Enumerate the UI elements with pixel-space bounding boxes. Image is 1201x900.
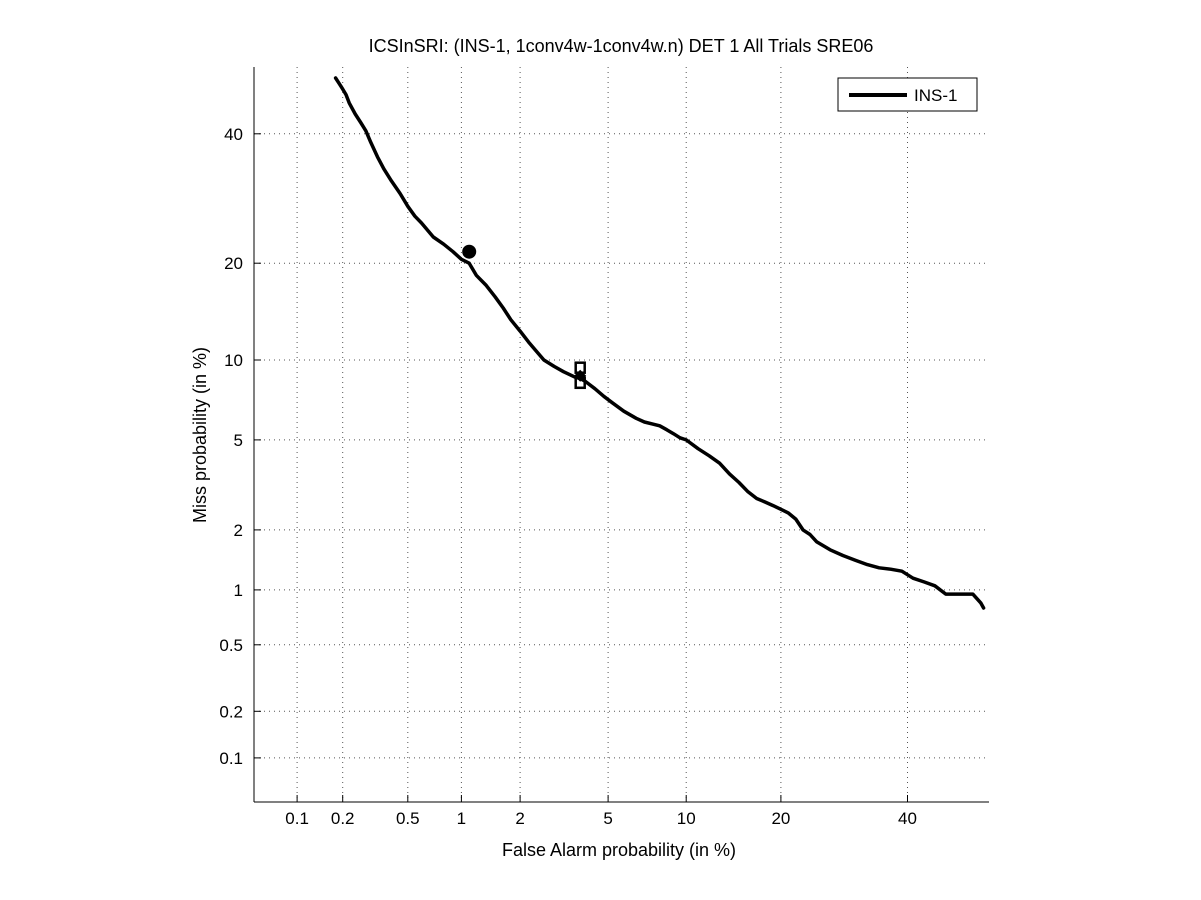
x-tick-labels: 0.1 0.2 0.5 1 2 5 10 20 40 — [285, 809, 917, 828]
x-tick-label: 0.2 — [331, 809, 355, 828]
axis-ticks — [254, 133, 908, 802]
x-tick-label: 2 — [515, 809, 524, 828]
y-tick-label: 1 — [234, 581, 243, 600]
legend-label: INS-1 — [914, 86, 957, 105]
y-tick-label: 5 — [234, 431, 243, 450]
y-tick-labels: 0.1 0.2 0.5 1 2 5 10 20 40 — [219, 125, 243, 768]
det-curves — [333, 76, 986, 610]
x-tick-label: 0.5 — [396, 809, 420, 828]
min-dcf-circle-marker — [462, 244, 477, 259]
x-tick-label: 1 — [457, 809, 466, 828]
x-tick-label: 0.1 — [285, 809, 309, 828]
y-tick-label: 40 — [224, 125, 243, 144]
y-tick-label: 2 — [234, 521, 243, 540]
eer-diamond-marker — [574, 369, 587, 382]
chart-title: ICSInSRI: (INS-1, 1conv4w-1conv4w.n) DET… — [369, 36, 874, 56]
y-tick-label: 10 — [224, 351, 243, 370]
y-tick-label: 0.5 — [219, 636, 243, 655]
y-tick-label: 0.1 — [219, 749, 243, 768]
x-tick-label: 40 — [898, 809, 917, 828]
legend: INS-1 — [837, 77, 978, 112]
x-tick-label: 10 — [677, 809, 696, 828]
y-axis-label: Miss probability (in %) — [190, 347, 210, 523]
operating-point-markers — [462, 244, 587, 390]
x-axis-label: False Alarm probability (in %) — [502, 840, 736, 860]
y-tick-label: 0.2 — [219, 702, 243, 721]
y-tick-label: 20 — [224, 254, 243, 273]
x-tick-label: 20 — [771, 809, 790, 828]
x-tick-label: 5 — [603, 809, 612, 828]
det-curve-ins-1 — [333, 76, 986, 610]
